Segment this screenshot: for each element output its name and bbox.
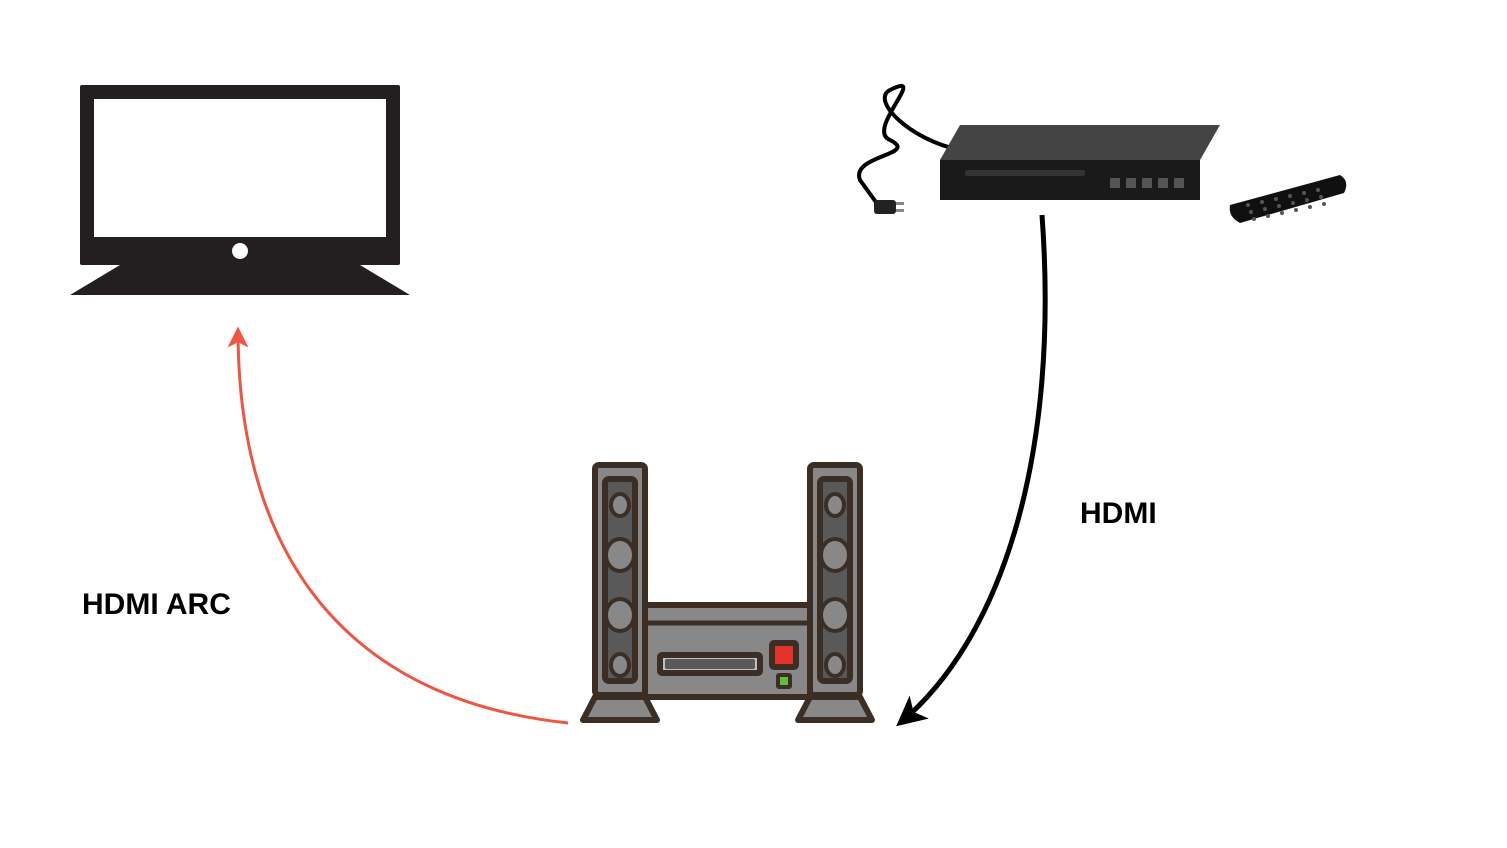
hdmi-arc-label: HDMI ARC bbox=[82, 588, 231, 622]
dvd-player-icon bbox=[859, 86, 1346, 223]
tv-icon bbox=[70, 85, 410, 295]
remote-control-icon bbox=[1230, 175, 1347, 223]
hdmi-label: HDMI bbox=[1080, 497, 1157, 531]
hdmi-arrow bbox=[900, 215, 1045, 723]
hdmi-arc-arrow bbox=[238, 330, 568, 723]
home-theater-icon bbox=[583, 465, 872, 720]
